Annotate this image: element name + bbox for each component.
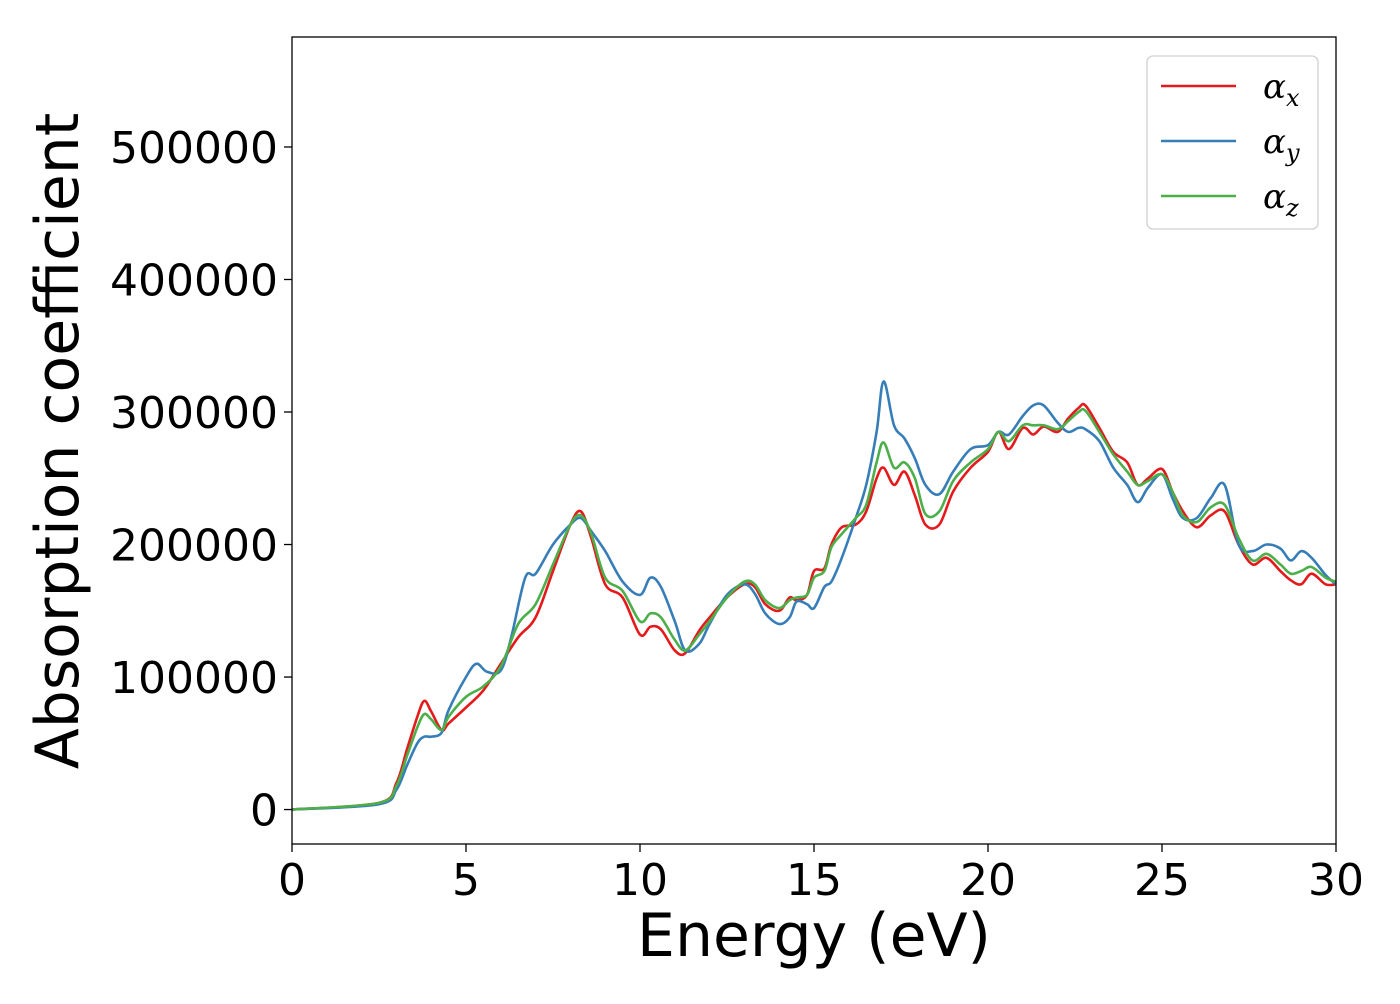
- y-tick-label: 200000: [110, 521, 278, 572]
- x-axis-ticks: 0 5 10 15 20 25 30: [278, 844, 1364, 906]
- x-axis-title: Energy (eV): [637, 901, 991, 971]
- y-tick-label: 300000: [110, 388, 278, 439]
- y-tick-label: 100000: [110, 653, 278, 704]
- y-tick-label: 500000: [110, 123, 278, 174]
- x-tick-label: 10: [612, 855, 668, 906]
- y-tick-label: 0: [250, 786, 278, 837]
- legend-label-z: αz: [1263, 177, 1299, 222]
- legend: αx αy αz: [1146, 55, 1319, 230]
- x-tick-label: 15: [786, 855, 842, 906]
- plot-layer: [291, 380, 1337, 811]
- y-axis-title: Absorption coefficient: [23, 113, 93, 770]
- x-tick-label: 20: [960, 855, 1016, 906]
- y-tick-label: 400000: [110, 255, 278, 306]
- x-tick-label: 0: [278, 855, 306, 906]
- x-tick-label: 30: [1308, 855, 1364, 906]
- x-tick-label: 5: [452, 855, 480, 906]
- x-tick-label: 25: [1134, 855, 1190, 906]
- legend-label-y: αy: [1263, 122, 1300, 167]
- legend-box: [1146, 55, 1319, 230]
- y-axis-ticks: 0 100000 200000 300000 400000 500000: [110, 123, 292, 837]
- legend-label-x: αx: [1263, 67, 1300, 112]
- series-line-z: [291, 407, 1337, 811]
- series-line-y: [291, 380, 1337, 811]
